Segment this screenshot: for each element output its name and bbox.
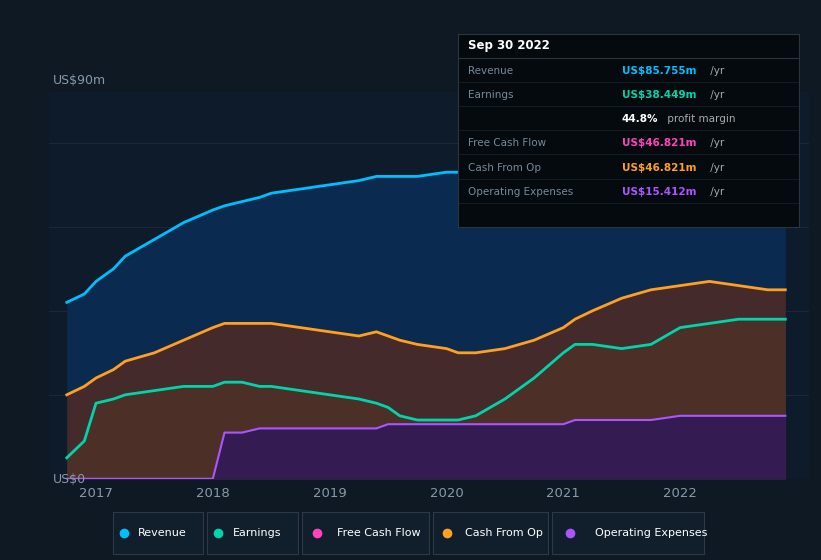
Text: Cash From Op: Cash From Op [466,529,544,538]
Text: US$46.821m: US$46.821m [621,138,696,148]
Text: US$85.755m: US$85.755m [621,66,696,76]
Text: profit margin: profit margin [664,114,736,124]
Text: Operating Expenses: Operating Expenses [468,187,574,197]
Text: /yr: /yr [707,162,724,172]
Text: US$46.821m: US$46.821m [621,162,696,172]
Text: Cash From Op: Cash From Op [468,162,541,172]
Text: /yr: /yr [707,187,724,197]
Text: US$90m: US$90m [53,74,107,87]
Text: /yr: /yr [707,90,724,100]
Text: /yr: /yr [707,66,724,76]
Text: Sep 30 2022: Sep 30 2022 [468,39,550,52]
Text: Free Cash Flow: Free Cash Flow [337,529,421,538]
Text: 44.8%: 44.8% [621,114,658,124]
Text: US$38.449m: US$38.449m [621,90,696,100]
Text: /yr: /yr [707,138,724,148]
Text: Revenue: Revenue [138,529,187,538]
Text: Revenue: Revenue [468,66,513,76]
Text: Free Cash Flow: Free Cash Flow [468,138,547,148]
Text: Earnings: Earnings [468,90,514,100]
Text: US$0: US$0 [53,473,86,486]
Text: Earnings: Earnings [232,529,281,538]
Text: Operating Expenses: Operating Expenses [594,529,707,538]
Text: US$15.412m: US$15.412m [621,187,696,197]
